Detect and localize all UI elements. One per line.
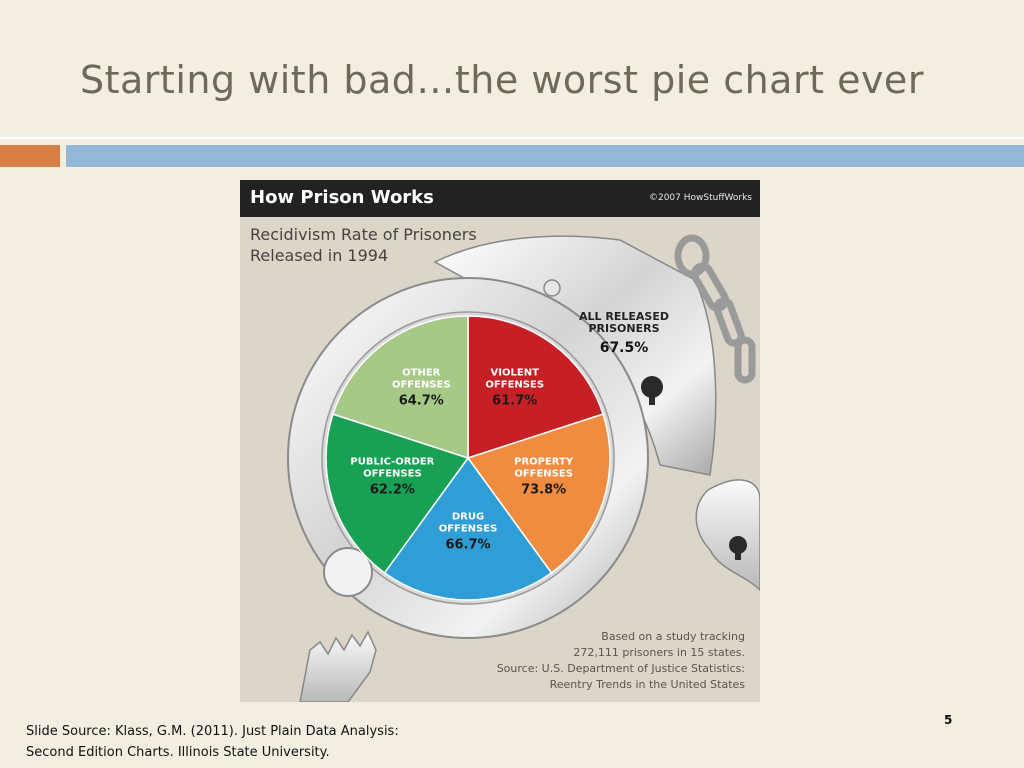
title-divider xyxy=(0,137,1024,139)
keyhole-icon xyxy=(641,376,663,405)
slide-title: Starting with bad…the worst pie chart ev… xyxy=(80,58,924,102)
infographic-header: How Prison Works ©2007 HowStuffWorks xyxy=(240,180,760,217)
infographic-illustration: VIOLENTOFFENSES61.7%PROPERTYOFFENSES73.8… xyxy=(287,234,760,702)
page-number: 5 xyxy=(944,713,953,727)
pie-slice xyxy=(466,413,611,574)
overall-label-line2: PRISONERS xyxy=(588,322,659,335)
infographic-subtitle: Recidivism Rate of Prisoners Released in… xyxy=(250,224,477,266)
pie-labels: VIOLENTOFFENSES61.7%PROPERTYOFFENSES73.8… xyxy=(350,368,573,553)
pie-slice-value: 61.7% xyxy=(492,394,537,409)
subtitle-line-2: Released in 1994 xyxy=(250,246,389,265)
subtitle-line-1: Recidivism Rate of Prisoners xyxy=(250,225,477,244)
pie-slice xyxy=(325,413,470,574)
pie-slice-value: 73.8% xyxy=(521,483,566,498)
keyhole-icon xyxy=(729,536,747,560)
infographic: VIOLENT OFFENSES 61.7% PROPERTY OFFENSES 73.8… xyxy=(240,180,760,702)
footnote-line-3: Source: U.S. Department of Justice Stati… xyxy=(496,662,745,675)
overall-value: 67.5% xyxy=(600,340,649,356)
overall-label-line1: ALL RELEASED xyxy=(579,310,669,323)
pie-slice-label: OFFENSES xyxy=(439,524,498,535)
accent-bar-blue xyxy=(66,145,1024,167)
accent-bar-orange xyxy=(0,145,60,167)
pie-slice-label: VIOLENT xyxy=(491,368,540,379)
chain-icon xyxy=(674,234,756,384)
pie-slice-label: OTHER xyxy=(402,368,441,379)
infographic-footnote: Based on a study tracking 272,111 prison… xyxy=(425,629,745,693)
pie-slice-label: PROPERTY xyxy=(514,457,574,468)
infographic-title: How Prison Works xyxy=(250,187,434,208)
footnote-line-4: Reentry Trends in the United States xyxy=(549,678,745,691)
handcuff-piece-right xyxy=(695,479,760,592)
pie-slice xyxy=(332,315,469,460)
pie-slice-label: PUBLIC-ORDER xyxy=(350,457,434,468)
pie-slice-label: OFFENSES xyxy=(363,469,422,480)
handcuff-piece-serrated xyxy=(299,630,377,702)
pie-slice-value: 66.7% xyxy=(445,538,490,553)
slide-source: Slide Source: Klass, G.M. (2011). Just P… xyxy=(26,721,399,763)
footnote-line-1: Based on a study tracking xyxy=(601,630,745,643)
infographic-copyright: ©2007 HowStuffWorks xyxy=(648,193,752,203)
pie-chart xyxy=(325,315,611,601)
pie-slice-value: 62.2% xyxy=(370,483,415,498)
source-line-1: Slide Source: Klass, G.M. (2011). Just P… xyxy=(26,724,399,739)
pie-slice xyxy=(383,456,553,601)
pie-slice-value: 64.7% xyxy=(399,394,444,409)
pie-slice-label: OFFENSES xyxy=(392,380,451,391)
pie-slice-label: OFFENSES xyxy=(485,380,544,391)
pie-slice-label: OFFENSES xyxy=(514,469,573,480)
pie-slice-label: DRUG xyxy=(452,512,484,523)
pie-slice xyxy=(467,315,604,460)
handcuff-bolt xyxy=(323,547,373,597)
footnote-line-2: 272,111 prisoners in 15 states. xyxy=(573,646,745,659)
source-line-2: Second Edition Charts. Illinois State Un… xyxy=(26,745,330,760)
